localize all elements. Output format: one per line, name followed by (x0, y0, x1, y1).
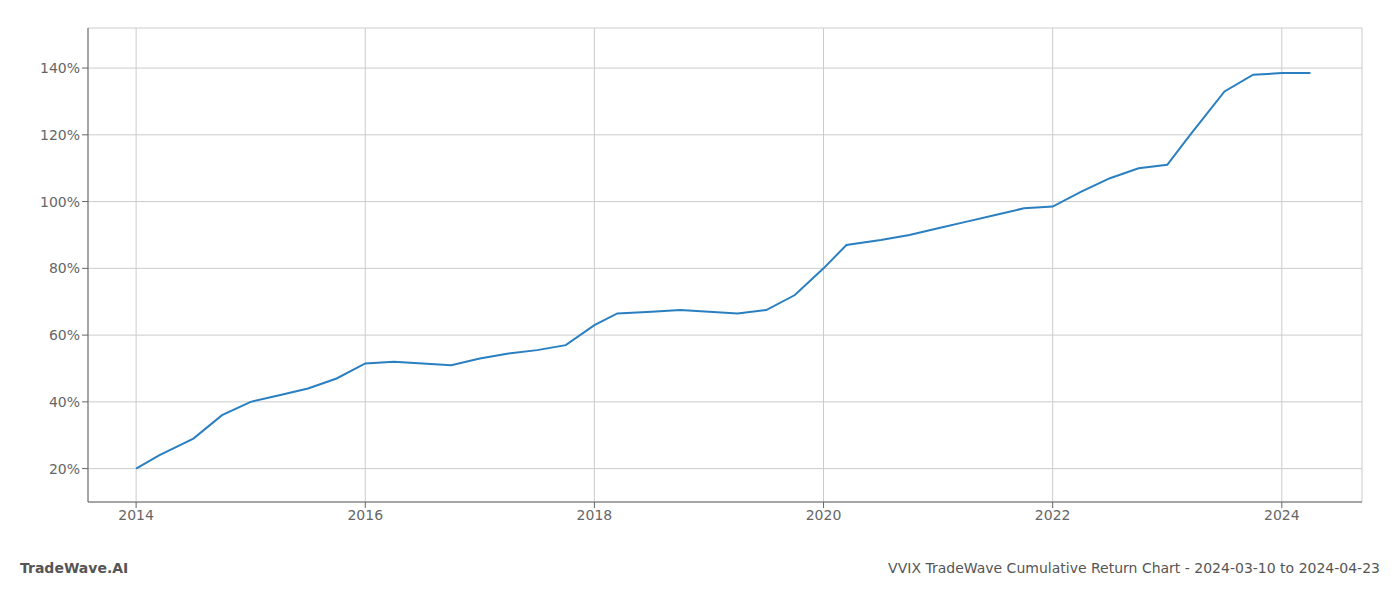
svg-text:2024: 2024 (1264, 507, 1300, 523)
svg-text:120%: 120% (40, 127, 80, 143)
html-text:VVIX TradeWave Cumulative Retu: VVIX TradeWave Cumulative Return Chart -… (888, 560, 1380, 576)
svg-text:140%: 140% (40, 60, 80, 76)
svg-text:40%: 40% (49, 394, 80, 410)
svg-text:2020: 2020 (806, 507, 842, 523)
html-text:TradeWave.AI: TradeWave.AI (20, 560, 129, 576)
svg-text:60%: 60% (49, 327, 80, 343)
svg-text:100%: 100% (40, 194, 80, 210)
svg-text:2022: 2022 (1035, 507, 1071, 523)
svg-text:2018: 2018 (577, 507, 613, 523)
svg-text:80%: 80% (49, 260, 80, 276)
svg-text:2016: 2016 (347, 507, 383, 523)
svg-text:20%: 20% (49, 461, 80, 477)
svg-text:2014: 2014 (118, 507, 154, 523)
